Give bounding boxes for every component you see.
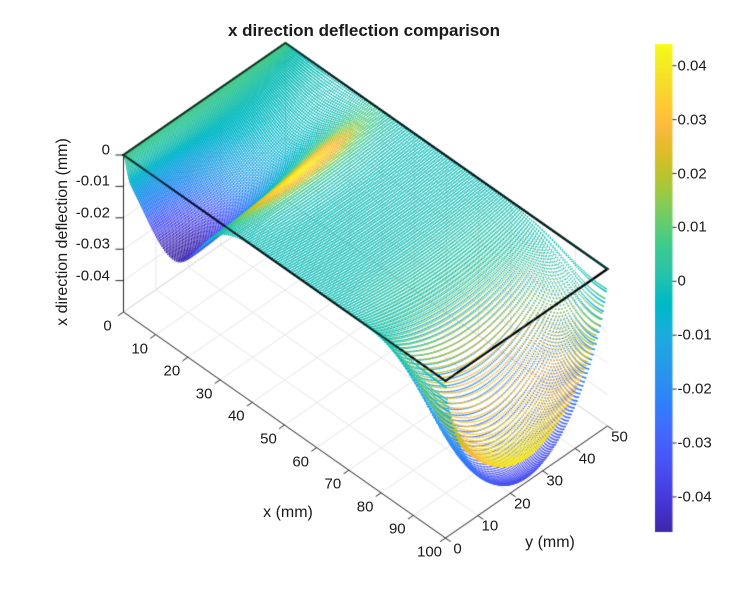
- y-axis-label: y (mm): [525, 534, 575, 551]
- colorbar-tick-label: 0.04: [677, 57, 707, 75]
- x-tick-label: 30: [195, 385, 213, 403]
- chart-title: x direction deflection comparison: [227, 21, 501, 40]
- z-tick-label: -0.01: [75, 172, 110, 190]
- y-tick-label: 50: [611, 428, 628, 445]
- x-tick-label: 80: [356, 498, 374, 516]
- y-tick-label: 10: [481, 517, 499, 535]
- z-tick-label: -0.02: [75, 204, 110, 222]
- colorbar-tick-label: 0.02: [677, 165, 707, 182]
- colorbar-tick-label: -0.02: [677, 380, 712, 398]
- colorbar-tick-label: 0.01: [677, 218, 707, 236]
- x-tick-label: 100: [416, 543, 443, 561]
- z-axis-label: x direction deflection (mm): [54, 138, 71, 326]
- colorbar-tick-label: -0.04: [677, 488, 712, 506]
- x-tick-label: 0: [103, 317, 112, 335]
- y-tick-label: 0: [453, 540, 462, 557]
- x-tick-label: 70: [324, 475, 342, 493]
- x-tick-label: 90: [388, 520, 406, 538]
- x-tick-label: 50: [260, 430, 277, 448]
- x-tick-label: 20: [163, 362, 181, 380]
- colorbar-tick-label: 0.03: [677, 111, 707, 129]
- x-axis-label: x (mm): [263, 504, 313, 521]
- z-tick-label: -0.03: [75, 235, 110, 253]
- y-tick-label: 20: [513, 495, 531, 513]
- z-tick-label: -0.04: [75, 267, 110, 285]
- x-tick-label: 10: [131, 340, 149, 358]
- y-tick-label: 30: [546, 472, 564, 490]
- y-tick-label: 40: [578, 450, 596, 468]
- x-tick-label: 40: [227, 407, 245, 425]
- x-tick-label: 60: [292, 453, 310, 471]
- colorbar-tick-label: -0.01: [677, 326, 712, 344]
- colorbar-tick-label: 0: [677, 272, 686, 290]
- colorbar-tick-label: -0.03: [677, 434, 712, 452]
- z-tick-label: 0: [101, 141, 110, 159]
